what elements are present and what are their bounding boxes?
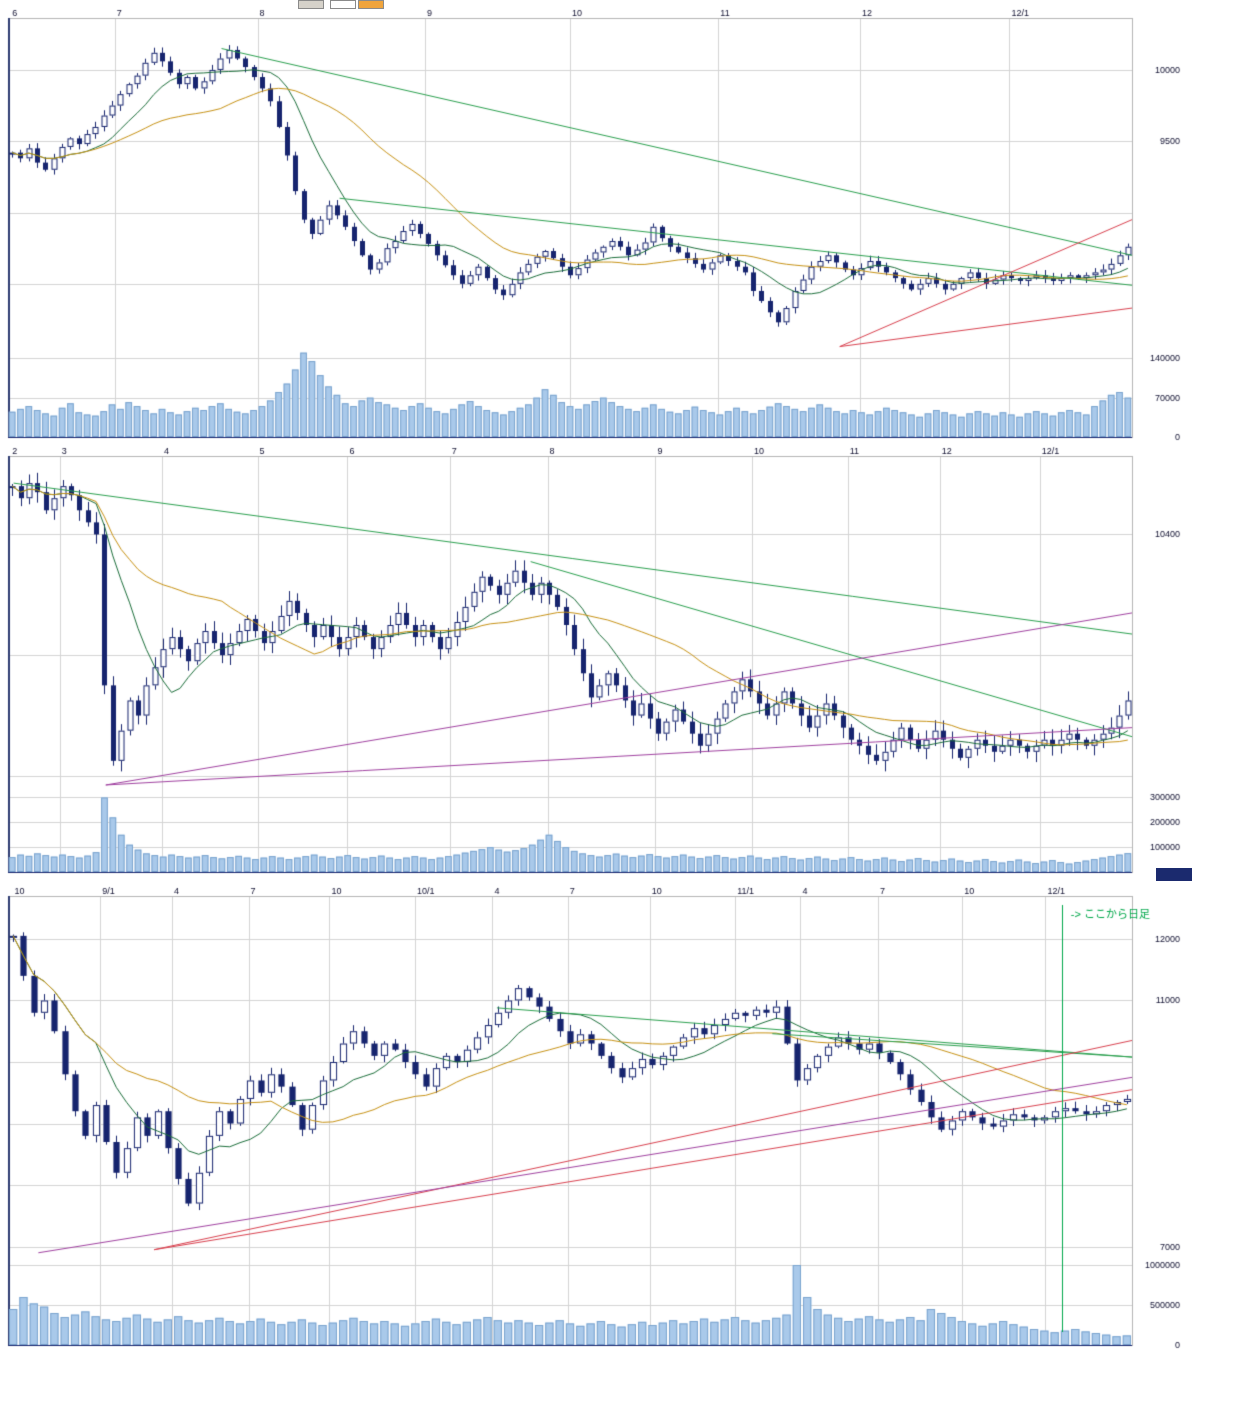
toolbar-fragment-orange[interactable] bbox=[358, 0, 384, 9]
toolbar-fragment-white[interactable] bbox=[330, 0, 356, 9]
scrollbar-artifact bbox=[1156, 868, 1192, 881]
toolbar-fragment-gray[interactable] bbox=[298, 0, 324, 9]
